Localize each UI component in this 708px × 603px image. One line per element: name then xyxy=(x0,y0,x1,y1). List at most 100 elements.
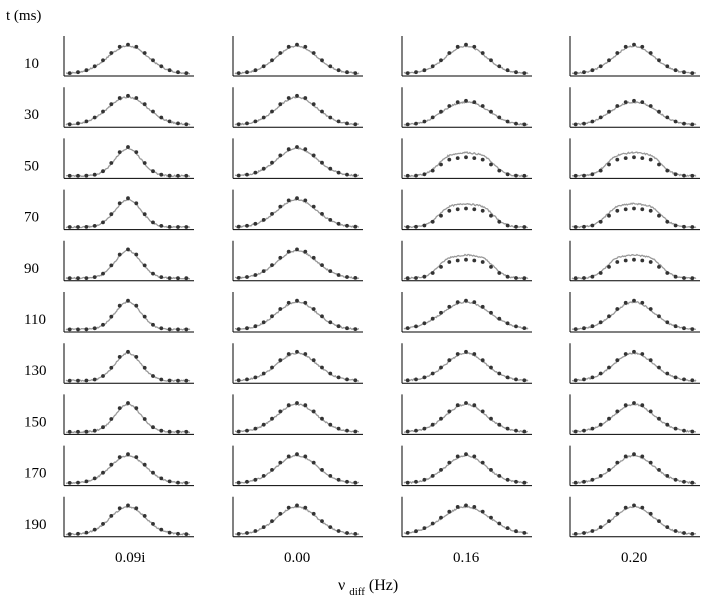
model-dot xyxy=(623,258,628,263)
model-dot xyxy=(422,375,427,380)
model-dot xyxy=(472,100,477,104)
model-dot xyxy=(353,378,358,383)
model-dot xyxy=(159,275,164,279)
panel xyxy=(569,292,700,333)
model-dot xyxy=(464,42,468,47)
model-dot xyxy=(480,358,485,363)
measured-line xyxy=(403,505,529,535)
model-dot xyxy=(632,42,636,47)
model-dot xyxy=(109,365,114,370)
model-dot xyxy=(92,527,97,532)
model-dot xyxy=(522,122,527,127)
model-dot xyxy=(472,44,477,49)
model-dot xyxy=(472,454,477,459)
model-dot xyxy=(439,213,443,218)
model-dot xyxy=(117,406,122,410)
model-dot xyxy=(665,271,670,275)
model-dot xyxy=(489,162,493,167)
model-dot xyxy=(303,352,308,356)
model-dot xyxy=(117,96,122,100)
model-dot xyxy=(126,503,130,508)
model-dot xyxy=(422,223,427,228)
model-dot xyxy=(159,64,164,69)
model-dot xyxy=(590,68,595,73)
model-dot xyxy=(184,122,189,127)
model-dot xyxy=(405,429,410,434)
model-dot xyxy=(623,44,628,49)
model-dot xyxy=(278,307,283,311)
panel xyxy=(401,36,532,77)
model-dot xyxy=(489,58,493,63)
model-dot xyxy=(573,225,578,229)
model-dot xyxy=(167,119,172,124)
model-dot xyxy=(151,109,155,114)
model-dot xyxy=(422,274,427,279)
model-dot xyxy=(167,68,172,73)
model-dot xyxy=(126,42,130,47)
model-dot xyxy=(648,260,653,264)
model-dot xyxy=(311,460,316,465)
model-dot xyxy=(615,260,620,264)
model-dot xyxy=(311,51,316,55)
model-dot xyxy=(270,519,274,523)
model-dot xyxy=(439,515,443,520)
model-dot xyxy=(253,68,258,73)
model-dot xyxy=(353,122,358,127)
row-label: 190 xyxy=(24,517,47,533)
model-dot xyxy=(159,428,164,433)
model-dot xyxy=(345,275,349,279)
panel xyxy=(569,138,700,179)
model-dot xyxy=(505,223,510,228)
model-dot xyxy=(447,51,452,55)
model-dot xyxy=(142,314,147,319)
model-dot xyxy=(328,474,333,478)
model-dot xyxy=(598,320,603,325)
model-dot xyxy=(67,71,72,75)
model-dot xyxy=(607,213,611,218)
model-dot xyxy=(582,224,586,229)
model-dot xyxy=(464,349,468,354)
model-dot xyxy=(353,480,358,485)
model-dot xyxy=(405,378,410,383)
model-dot xyxy=(505,274,510,279)
column-label: 0.00 xyxy=(284,550,310,566)
model-dot xyxy=(353,173,358,178)
panel xyxy=(569,36,700,77)
model-dot xyxy=(657,109,661,114)
model-dot xyxy=(582,70,586,75)
model-dot xyxy=(320,519,324,523)
panel xyxy=(232,36,363,77)
model-dot xyxy=(632,257,636,262)
model-dot xyxy=(615,511,620,516)
model-dot xyxy=(632,155,636,160)
panel xyxy=(401,445,532,487)
model-dot xyxy=(311,102,316,107)
model-dot xyxy=(455,454,460,459)
model-dot xyxy=(615,307,620,311)
model-dot xyxy=(176,70,180,75)
model-dot xyxy=(682,531,686,535)
model-dot xyxy=(328,320,333,325)
model-dot xyxy=(109,263,114,268)
measured-line xyxy=(404,351,529,382)
model-dot xyxy=(345,326,349,331)
model-dot xyxy=(245,275,249,279)
model-dot xyxy=(353,71,358,75)
model-dot xyxy=(92,377,97,382)
model-dot xyxy=(151,220,155,225)
model-dot xyxy=(514,324,518,329)
model-dot xyxy=(84,378,89,383)
model-dot xyxy=(92,476,97,481)
model-dot xyxy=(353,224,358,229)
measured-line xyxy=(65,44,190,75)
model-dot xyxy=(67,122,72,127)
model-dot xyxy=(640,505,645,510)
measured-line xyxy=(234,147,360,177)
row-label: 10 xyxy=(24,56,39,72)
model-dot xyxy=(682,326,686,331)
panel xyxy=(63,36,194,77)
model-dot xyxy=(464,298,468,303)
model-dot xyxy=(328,371,333,376)
model-dot xyxy=(640,300,645,305)
model-dot xyxy=(648,460,653,465)
